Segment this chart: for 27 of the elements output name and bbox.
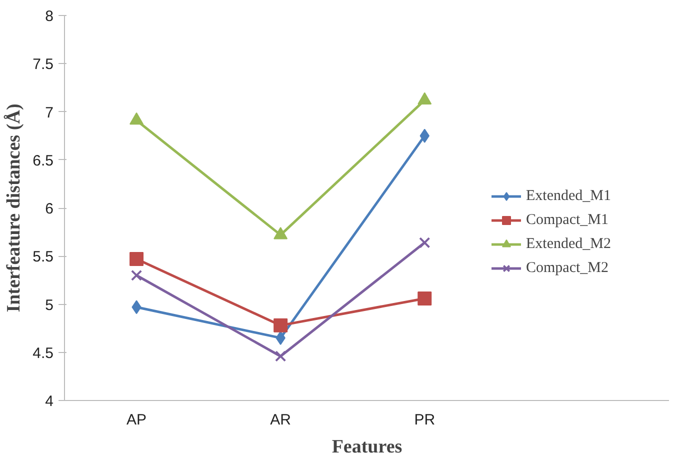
point [274,318,288,332]
y-tick-label: 7 [45,104,54,122]
y-tick-label: 7.5 [32,56,54,74]
x-tick-label: AP [126,412,147,428]
point [418,291,432,306]
x-axis-title: Features [332,436,402,458]
legend-label: Compact_M2 [526,260,608,276]
y-tick-label: 4.5 [32,344,54,362]
legend-label: Extended_M2 [526,236,611,252]
point [130,112,144,125]
legend-label: Compact_M1 [526,212,608,228]
y-tick-label: 4 [45,393,54,410]
point [274,350,286,362]
y-tick-label: 6 [45,200,54,218]
y-tick-label: 5.5 [32,248,54,266]
point [130,270,142,281]
y-tick-label: 6.5 [32,152,54,170]
point [130,252,144,266]
point [419,237,430,248]
y-tick-label: 5 [45,296,54,314]
y-axis-title: Interfeature distances (Å) [4,104,25,312]
x-tick-label: AR [270,412,292,428]
legend-label: Extended_M1 [526,188,611,204]
point [274,226,288,240]
y-tick-label: 8 [45,8,54,25]
x-tick-label: PR [414,412,436,428]
point [418,92,432,104]
